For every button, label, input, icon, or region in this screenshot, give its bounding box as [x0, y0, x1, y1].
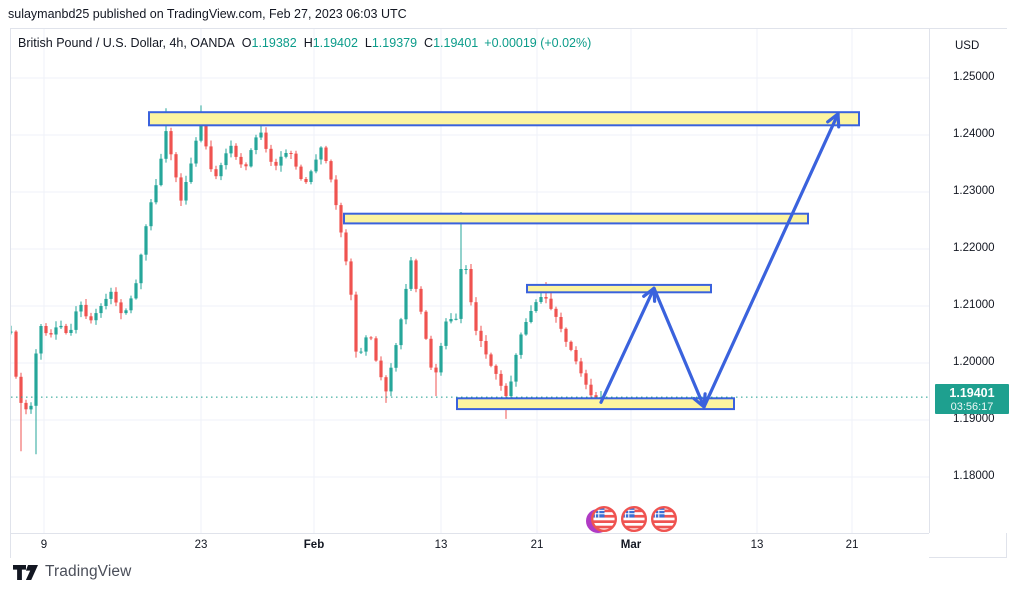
attribution-text: sulaymanbd25 published on TradingView.co… [8, 7, 407, 21]
badge-countdown: 03:56:17 [950, 400, 994, 413]
price-tick: 1.18000 [953, 470, 995, 482]
price-axis[interactable]: USD 1.25000 1.24000 1.23000 1.22000 1.21000 1… [929, 29, 1007, 533]
price-tick: 1.23000 [953, 185, 995, 197]
plot-area[interactable] [11, 29, 929, 533]
ohlc-o: O1.19382 [241, 36, 297, 50]
us-flag-event-icon[interactable] [651, 506, 678, 533]
price-tick: 1.20000 [953, 356, 995, 368]
last-price-badge[interactable]: 1.19401 03:56:17 [935, 384, 1009, 415]
us-flag-event-icon[interactable] [621, 506, 648, 533]
tradingview-logo-icon [13, 564, 38, 580]
price-tick: 1.24000 [953, 128, 995, 140]
resistance-zone-2[interactable] [343, 212, 809, 225]
price-tick: 1.19000 [953, 413, 995, 425]
projection-arrow[interactable] [599, 112, 841, 409]
badge-price: 1.19401 [949, 386, 995, 401]
symbol-title: British Pound / U.S. Dollar, 4h, OANDA [18, 36, 235, 50]
tradingview-logo[interactable]: TradingView [13, 563, 131, 581]
chart-container: British Pound / U.S. Dollar, 4h, OANDA O1… [10, 28, 1009, 558]
tradingview-logo-text: TradingView [45, 563, 132, 580]
time-tick: 23 [194, 539, 208, 551]
us-flag-event-icon[interactable] [591, 506, 618, 533]
price-tick: 1.22000 [953, 242, 995, 254]
time-tick: 21 [845, 539, 859, 551]
resistance-zone-3[interactable] [526, 283, 712, 294]
time-axis[interactable]: 9 23 Feb 13 21 Mar 13 21 [11, 533, 929, 558]
time-tick: 9 [40, 539, 48, 551]
time-tick: 13 [750, 539, 764, 551]
time-tick: 13 [434, 539, 448, 551]
candles-layer [11, 105, 603, 455]
currency-label: USD [955, 40, 980, 52]
time-tick: Mar [620, 539, 642, 551]
price-tick: 1.25000 [953, 71, 995, 83]
ohlc-c: C1.19401 [424, 36, 479, 50]
ohlc-h: H1.19402 [303, 36, 358, 50]
time-tick: 21 [530, 539, 544, 551]
ohlc-l: L1.19379 [364, 36, 418, 50]
symbol-ohlc-header[interactable]: British Pound / U.S. Dollar, 4h, OANDA O1… [18, 36, 591, 50]
price-tick: 1.21000 [953, 299, 995, 311]
support-zone[interactable] [456, 397, 735, 411]
time-tick: Feb [303, 539, 325, 551]
resistance-zone-1[interactable] [148, 111, 860, 127]
change-value: +0.00019 (+0.02%) [484, 36, 592, 50]
